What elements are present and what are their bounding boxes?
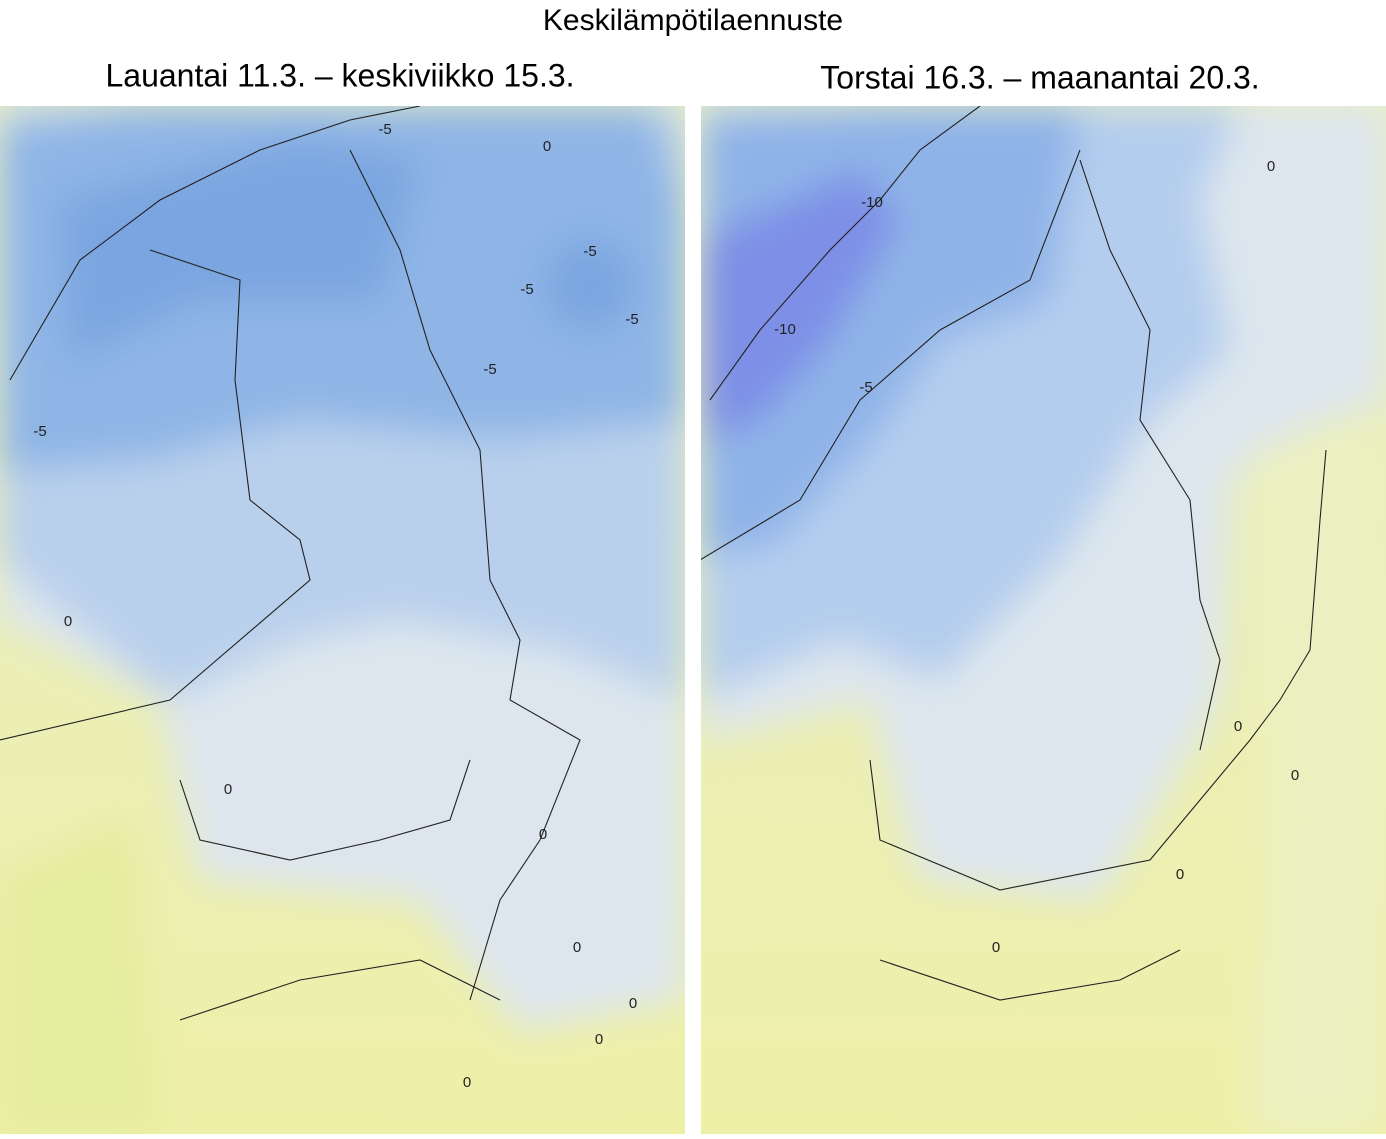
title: Keskilämpötilaennuste <box>543 4 843 37</box>
panel-title: Lauantai 11.3. – keskiviikko 15.3. <box>105 57 574 93</box>
contour-label: 0 <box>595 1031 603 1048</box>
contour-label: 0 <box>573 939 581 956</box>
contour-label: 0 <box>1291 767 1299 784</box>
contour-label: 0 <box>224 781 232 798</box>
contour-label: -5 <box>378 121 391 138</box>
contour-label: 0 <box>1176 866 1184 883</box>
contour-label: 0 <box>463 1074 471 1091</box>
contour-label: 0 <box>64 613 72 630</box>
contour-label: -5 <box>483 361 496 378</box>
contour-label: -5 <box>520 281 533 298</box>
contour-label: -10 <box>774 321 796 338</box>
contour-label: 0 <box>1234 718 1242 735</box>
map-left <box>0 106 685 1134</box>
contour-label: -10 <box>861 194 883 211</box>
contour-label: 0 <box>539 826 547 843</box>
contour-label: 0 <box>1267 158 1275 175</box>
contour-label: 0 <box>629 995 637 1012</box>
contour-label: -5 <box>33 423 46 440</box>
panel-title: Torstai 16.3. – maanantai 20.3. <box>820 59 1259 95</box>
contour-label: 0 <box>992 939 1000 956</box>
contour-label: 0 <box>543 138 551 155</box>
map-right <box>701 106 1386 1134</box>
contour-label: -5 <box>583 243 596 260</box>
contour-label: -5 <box>859 379 872 396</box>
contour-label: -5 <box>625 311 638 328</box>
